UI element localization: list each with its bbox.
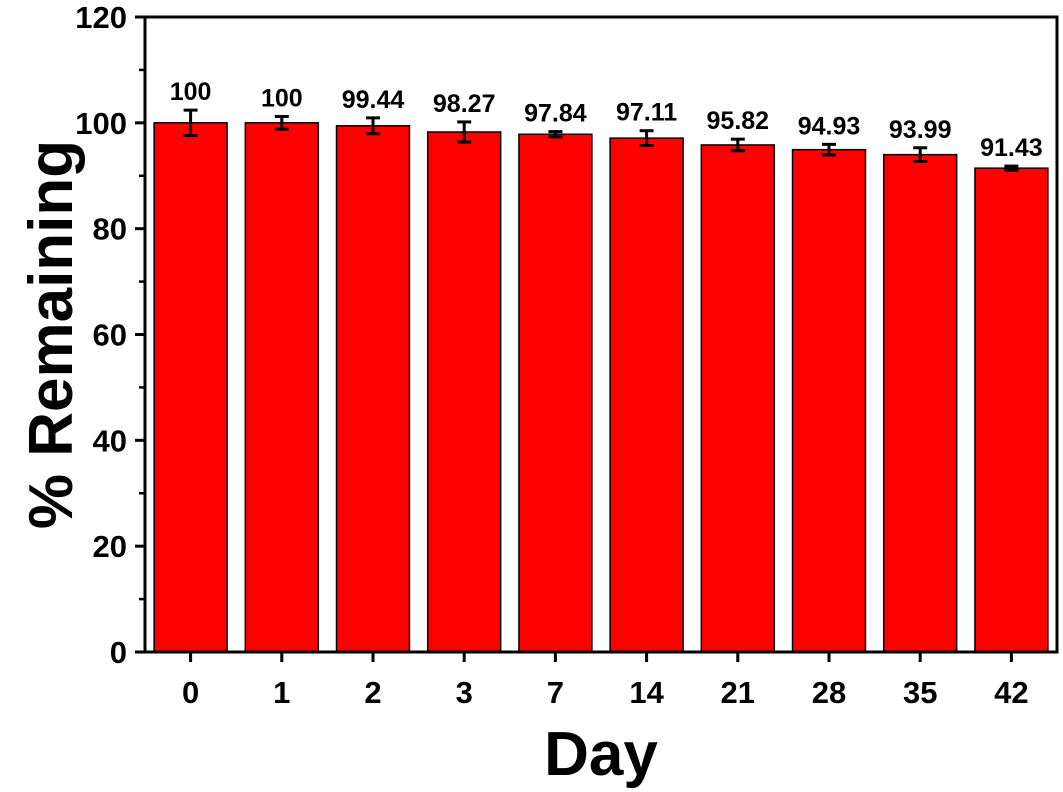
bar bbox=[791, 148, 867, 653]
y-tick-label: 80 bbox=[93, 212, 127, 247]
bar bbox=[153, 122, 228, 653]
x-tick-label: 21 bbox=[721, 675, 755, 710]
y-tick-label: 40 bbox=[93, 423, 127, 458]
bar bbox=[518, 133, 593, 653]
data-label: 97.11 bbox=[616, 99, 677, 127]
y-tick-label: 100 bbox=[75, 106, 127, 141]
x-tick-label: 7 bbox=[547, 675, 564, 710]
bar bbox=[426, 131, 502, 653]
bar bbox=[244, 122, 320, 653]
y-tick-label: 120 bbox=[75, 0, 127, 35]
x-tick-label: 3 bbox=[456, 675, 473, 710]
x-tick-label: 35 bbox=[903, 675, 937, 710]
data-label: 95.82 bbox=[707, 107, 770, 135]
y-tick-label: 0 bbox=[110, 635, 127, 670]
bar bbox=[700, 144, 776, 653]
data-label: 100 bbox=[261, 84, 303, 112]
y-axis: 0 20 40 60 80 100 120 bbox=[75, 0, 145, 670]
data-label: 91.43 bbox=[980, 134, 1043, 162]
data-label: 98.27 bbox=[433, 90, 496, 118]
x-axis-title: Day bbox=[544, 720, 658, 789]
x-tick-label: 14 bbox=[629, 675, 664, 710]
data-label: 94.93 bbox=[798, 112, 861, 140]
x-tick-label: 0 bbox=[182, 675, 199, 710]
data-label: 99.44 bbox=[342, 86, 405, 114]
bar bbox=[609, 137, 684, 653]
x-tick-label: 1 bbox=[273, 675, 290, 710]
bar bbox=[882, 153, 958, 653]
data-label: 93.99 bbox=[889, 116, 952, 144]
y-tick-label: 60 bbox=[93, 318, 127, 353]
data-label: 100 bbox=[170, 78, 212, 106]
error-bars-layer bbox=[183, 108, 1019, 172]
data-label: 97.84 bbox=[524, 100, 587, 128]
bar bbox=[335, 125, 411, 653]
x-tick-label: 2 bbox=[364, 675, 381, 710]
y-tick-label: 20 bbox=[93, 529, 127, 564]
x-axis: 0 1 2 3 7 14 21 28 35 42 bbox=[182, 652, 1029, 710]
x-tick-label: 42 bbox=[994, 675, 1028, 710]
x-tick-label: 28 bbox=[812, 675, 846, 710]
bar bbox=[974, 167, 1049, 653]
data-labels-layer: 100 100 99.44 98.27 97.84 97.11 95.82 94.93 93.9… bbox=[170, 78, 1043, 162]
y-axis-title: % Remaining bbox=[17, 140, 86, 529]
bars-layer bbox=[153, 122, 1049, 653]
